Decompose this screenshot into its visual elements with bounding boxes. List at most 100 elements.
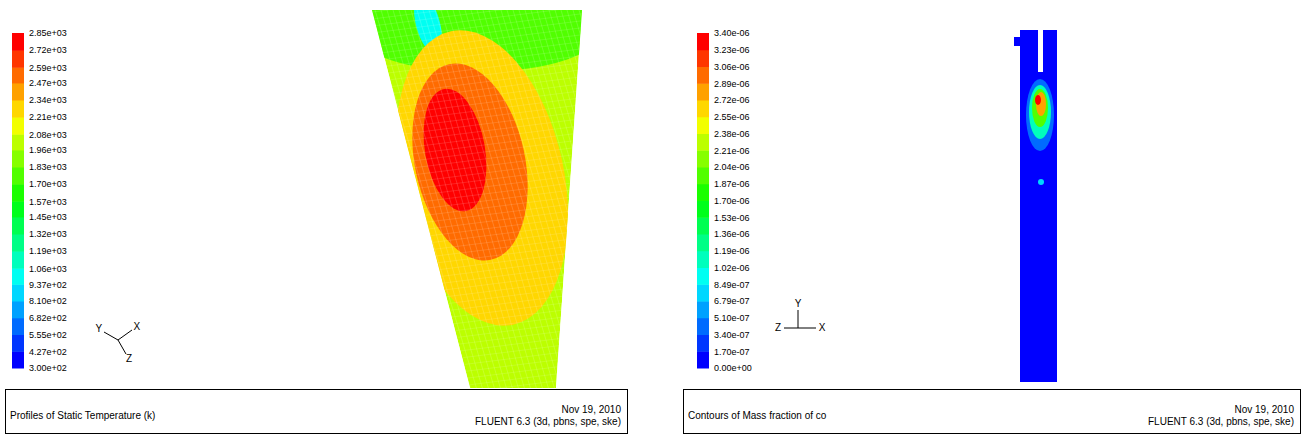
triad-axis <box>118 330 132 340</box>
colorbar-tick: 1.32e+03 <box>24 229 67 239</box>
tick-label: 2.59e+03 <box>29 63 67 73</box>
tick-label: 2.89e-06 <box>714 79 750 89</box>
triad-axis <box>118 340 126 354</box>
colorbar-band <box>12 318 24 335</box>
colorbar-tick: 1.36e-06 <box>709 229 750 239</box>
colorbar-axis <box>24 34 25 369</box>
contour-region <box>371 14 594 342</box>
colorbar-tick: 1.06e+03 <box>24 264 67 274</box>
tick-label: 2.21e+03 <box>29 112 67 122</box>
colorbar-band <box>12 100 24 118</box>
colorbar-tick: 1.57e+03 <box>24 197 67 207</box>
mesh-line <box>300 352 620 392</box>
colorbar-band <box>12 150 24 168</box>
tick-label: 2.04e-06 <box>714 162 750 172</box>
colorbar-tick: 2.21e-06 <box>709 146 750 156</box>
colorbar: 3.00e+024.27e+025.55e+026.82e+028.10e+02… <box>12 28 67 373</box>
tick-label: 1.70e+03 <box>29 179 67 189</box>
tick-label: 5.55e+02 <box>29 330 67 340</box>
triad-axis <box>798 310 799 328</box>
tick-label: 9.37e+02 <box>29 280 67 290</box>
field <box>300 0 774 413</box>
tick-label: 1.32e+03 <box>29 229 67 239</box>
colorbar-band <box>697 100 709 117</box>
colorbar-band <box>12 201 24 217</box>
colorbar-tick: 2.47e+03 <box>24 78 67 88</box>
colorbar-band <box>12 33 24 51</box>
colorbar-band <box>12 251 24 269</box>
mesh-line <box>300 338 620 378</box>
tick-label: 5.10e-07 <box>714 313 750 323</box>
triad-label: Z <box>126 353 132 364</box>
mesh-line <box>552 0 672 400</box>
mesh-line <box>642 0 762 400</box>
colorbar-band <box>12 67 24 83</box>
tick-label: 2.34e+03 <box>29 95 67 105</box>
tick-label: 6.82e+02 <box>29 313 67 323</box>
colorbar-tick: 1.02e-06 <box>709 263 750 273</box>
triad-label: Z <box>775 322 781 333</box>
mesh-line <box>300 317 620 357</box>
triad-axis <box>798 328 816 329</box>
tick-label: 3.00e+02 <box>29 363 67 373</box>
colorbar-tick: 1.70e-07 <box>709 347 750 357</box>
colorbar-band <box>12 351 24 368</box>
colorbar-tick: 2.34e+03 <box>24 95 67 105</box>
colorbar-band <box>697 167 709 184</box>
tick-label: 1.45e+03 <box>29 212 67 222</box>
tick-label: 1.02e-06 <box>714 263 750 273</box>
colorbar-tick: 2.21e+03 <box>24 112 67 122</box>
tick-label: 3.40e-06 <box>714 28 750 38</box>
panel: 3.00e+024.27e+025.55e+026.82e+028.10e+02… <box>6 0 775 434</box>
tick-label: 6.79e-07 <box>714 296 750 306</box>
mesh-line <box>546 0 666 400</box>
colorbar-band <box>697 335 709 352</box>
colorbar-tick: 1.70e+03 <box>24 179 67 189</box>
colorbar-tick: 3.06e-06 <box>709 62 750 72</box>
tick-label: 1.57e+03 <box>29 197 67 207</box>
contour-region <box>1036 92 1046 116</box>
date: Nov 19, 2010 <box>1235 404 1295 415</box>
triad-label: X <box>819 322 826 333</box>
tick-label: 1.70e-07 <box>714 347 750 357</box>
colorbar-band <box>697 117 709 134</box>
triad-axis <box>784 328 798 329</box>
contour-region <box>1035 95 1041 105</box>
colorbar-band <box>697 83 709 100</box>
colorbar-band <box>12 167 24 185</box>
mesh-line <box>576 0 696 400</box>
mesh-line <box>300 345 620 385</box>
colorbar-band <box>697 201 709 218</box>
tick-label: 2.47e+03 <box>29 78 67 88</box>
colorbar-band <box>697 184 709 201</box>
contour-region <box>1032 89 1048 127</box>
tick-label: 1.06e+03 <box>29 264 67 274</box>
colorbar-band <box>12 184 24 202</box>
footer-box <box>6 390 628 434</box>
colorbar-tick: 2.04e-06 <box>709 162 750 172</box>
inlet <box>1014 37 1021 46</box>
tick-label: 1.70e-06 <box>714 196 750 206</box>
tick-label: 8.10e+02 <box>29 296 67 306</box>
triad-label: Y <box>95 323 102 334</box>
tick-label: 1.19e+03 <box>29 246 67 256</box>
colorbar-band <box>12 284 24 301</box>
mesh-line <box>636 0 756 400</box>
mesh-line <box>570 0 690 400</box>
colorbar-band <box>12 217 24 235</box>
colorbar-tick: 3.00e+02 <box>24 363 67 373</box>
colorbar-tick: 5.10e-07 <box>709 313 750 323</box>
mesh-line <box>600 0 720 400</box>
tick-label: 1.36e-06 <box>714 229 750 239</box>
contour-region <box>1038 179 1044 185</box>
contour-region <box>1026 79 1054 151</box>
colorbar-band <box>697 351 709 368</box>
colorbar-tick: 2.72e-06 <box>709 95 750 105</box>
tick-label: 2.72e+03 <box>29 45 67 55</box>
triad-label: Y <box>795 298 802 309</box>
axes-triad: Y Z X <box>775 298 826 333</box>
colorbar-tick: 2.38e-06 <box>709 129 750 139</box>
mesh-line <box>300 0 620 35</box>
mesh-line <box>654 0 774 400</box>
mesh <box>300 0 774 413</box>
